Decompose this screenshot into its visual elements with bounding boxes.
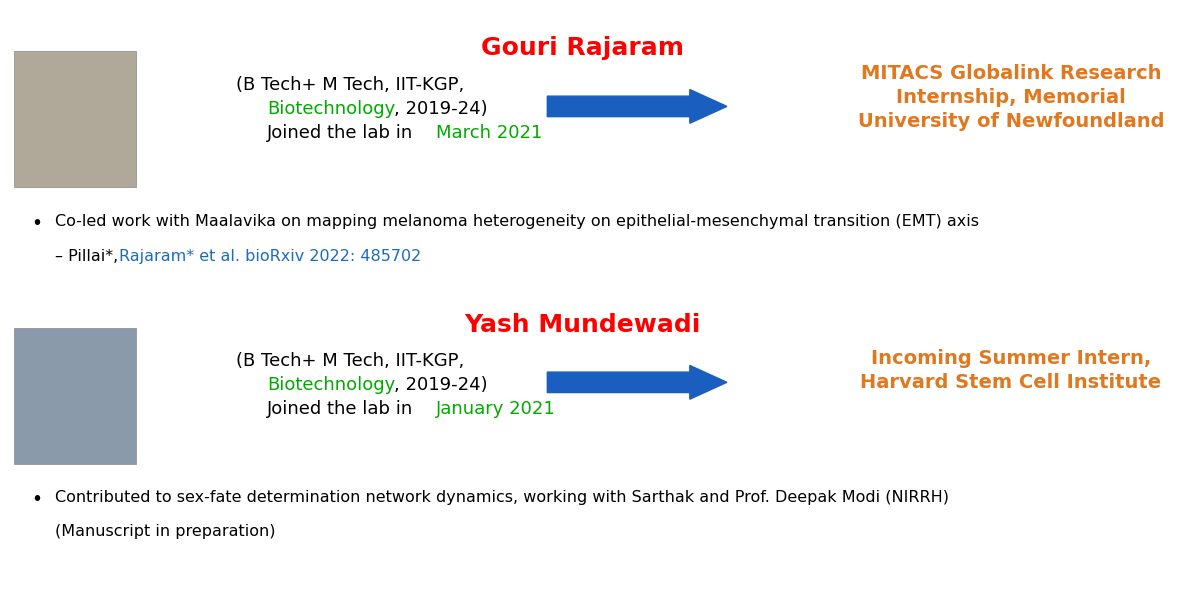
Text: Contributed to sex-fate determination network dynamics, working with Sarthak and: Contributed to sex-fate determination ne… bbox=[55, 489, 949, 505]
Text: Biotechnology: Biotechnology bbox=[266, 376, 395, 395]
Text: University of Newfoundland: University of Newfoundland bbox=[858, 112, 1164, 131]
Bar bbox=[14, 328, 136, 464]
Text: Yash Mundewadi: Yash Mundewadi bbox=[464, 313, 701, 337]
Text: •: • bbox=[31, 489, 43, 508]
Text: Internship, Memorial: Internship, Memorial bbox=[896, 88, 1126, 108]
Bar bbox=[14, 51, 136, 187]
Text: – Pillai*,: – Pillai*, bbox=[55, 249, 124, 264]
Text: Co-led work with Maalavika on mapping melanoma heterogeneity on epithelial-mesen: Co-led work with Maalavika on mapping me… bbox=[55, 213, 979, 229]
Text: Gouri Rajaram: Gouri Rajaram bbox=[480, 36, 684, 60]
Text: Joined the lab in: Joined the lab in bbox=[266, 125, 419, 142]
Text: (B Tech+ M Tech, IIT-KGP,: (B Tech+ M Tech, IIT-KGP, bbox=[236, 76, 464, 94]
FancyArrow shape bbox=[547, 89, 727, 123]
Text: Rajaram* et al. bioRxiv 2022: 485702: Rajaram* et al. bioRxiv 2022: 485702 bbox=[119, 249, 421, 264]
Text: , 2019-24): , 2019-24) bbox=[395, 100, 488, 119]
Text: , 2019-24): , 2019-24) bbox=[395, 376, 488, 395]
Text: (B Tech+ M Tech, IIT-KGP,: (B Tech+ M Tech, IIT-KGP, bbox=[236, 352, 464, 370]
Text: •: • bbox=[31, 213, 43, 233]
Text: Harvard Stem Cell Institute: Harvard Stem Cell Institute bbox=[860, 373, 1162, 392]
Text: Incoming Summer Intern,: Incoming Summer Intern, bbox=[871, 349, 1151, 368]
Text: March 2021: March 2021 bbox=[436, 125, 542, 142]
FancyArrow shape bbox=[547, 365, 727, 399]
Text: MITACS Globalink Research: MITACS Globalink Research bbox=[860, 64, 1162, 83]
Text: (Manuscript in preparation): (Manuscript in preparation) bbox=[55, 525, 276, 539]
Text: Joined the lab in: Joined the lab in bbox=[266, 401, 419, 418]
Text: Biotechnology: Biotechnology bbox=[266, 100, 395, 119]
Text: January 2021: January 2021 bbox=[436, 401, 556, 418]
